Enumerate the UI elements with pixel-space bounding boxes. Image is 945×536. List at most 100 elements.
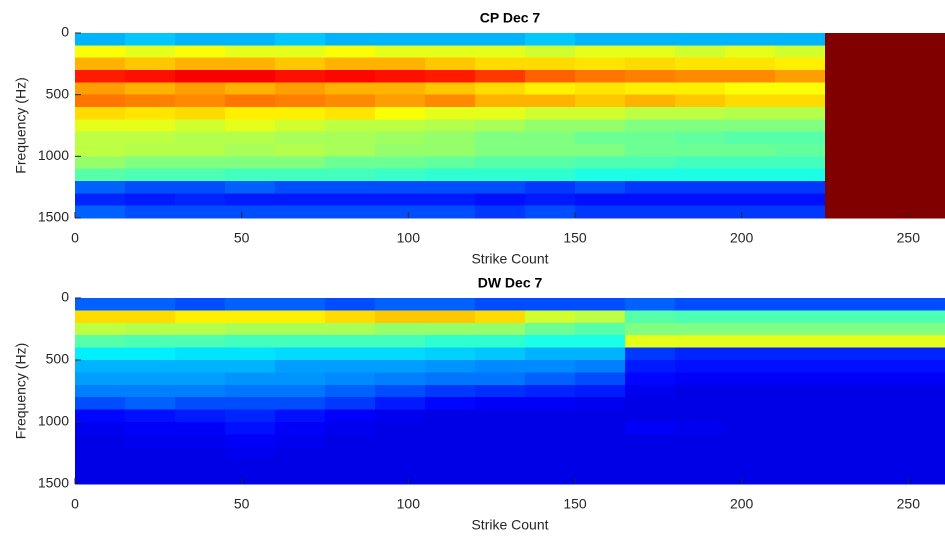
cell [175,372,226,386]
cell [625,82,676,96]
cell [275,360,326,373]
cell [125,471,176,485]
cell [625,70,676,83]
x-tick-label: 200 [730,230,754,246]
cell [825,310,945,324]
cell [75,459,126,473]
cell [475,347,526,361]
cell [225,119,276,133]
cell [475,205,526,219]
cell [625,409,676,423]
cell [575,131,626,145]
cell [475,310,526,324]
cell [425,422,476,435]
cell [725,131,776,145]
cell [625,459,676,473]
cell [375,360,426,373]
cell [725,434,776,448]
cell [375,156,426,170]
cell [125,397,176,411]
cell [425,322,476,336]
cell [175,156,226,170]
cell [325,119,376,133]
cell [725,119,776,133]
cell [375,310,426,324]
cell [125,347,176,361]
cell [425,119,476,133]
cell [775,409,826,423]
cell [625,446,676,460]
cell [675,107,726,120]
y-tick-label: 0 [61,24,69,40]
cell [775,193,826,207]
cell [375,298,426,311]
cell [325,33,376,46]
cell [75,131,126,145]
chart-title: CP Dec 7 [480,10,541,26]
cell [125,181,176,194]
cell [675,347,726,361]
cell [125,82,176,96]
cell [475,322,526,336]
cell [325,322,376,336]
cell [775,156,826,170]
cell [775,298,826,311]
cell [325,82,376,96]
cell [175,168,226,182]
cell [375,57,426,71]
cell [625,94,676,108]
cell [225,422,276,435]
cell [75,205,126,219]
cell [725,347,776,361]
cell [625,45,676,59]
cell [525,347,576,361]
cell [175,82,226,96]
cell [675,434,726,448]
cell [775,45,826,59]
cell [825,372,945,386]
cell [375,107,426,120]
cell [825,322,945,336]
cell [75,156,126,170]
x-tick-label: 250 [897,496,921,512]
cell [225,434,276,448]
cell [325,45,376,59]
cell [225,298,276,311]
cell [325,181,376,194]
cell [225,446,276,460]
cell [675,298,726,311]
cell [675,310,726,324]
y-tick-label: 1000 [38,147,69,163]
cell [525,144,576,157]
cell [475,335,526,349]
cell [125,94,176,108]
cell [575,82,626,96]
cell [375,372,426,386]
cell [575,335,626,349]
cell [725,372,776,386]
cell [425,434,476,448]
cell [625,434,676,448]
cell [775,168,826,182]
cell [125,310,176,324]
cell [275,33,326,46]
cell [125,131,176,145]
cell [475,131,526,145]
cell [725,94,776,108]
cell [725,181,776,194]
cell [625,205,676,219]
cell [75,372,126,386]
cell [575,471,626,485]
cell [175,397,226,411]
cell [175,310,226,324]
cell [825,33,945,46]
cell [125,360,176,373]
cell [775,310,826,324]
cell [825,471,945,485]
cell [625,107,676,120]
cell [375,168,426,182]
cell [425,397,476,411]
cell [725,193,776,207]
cell [125,298,176,311]
